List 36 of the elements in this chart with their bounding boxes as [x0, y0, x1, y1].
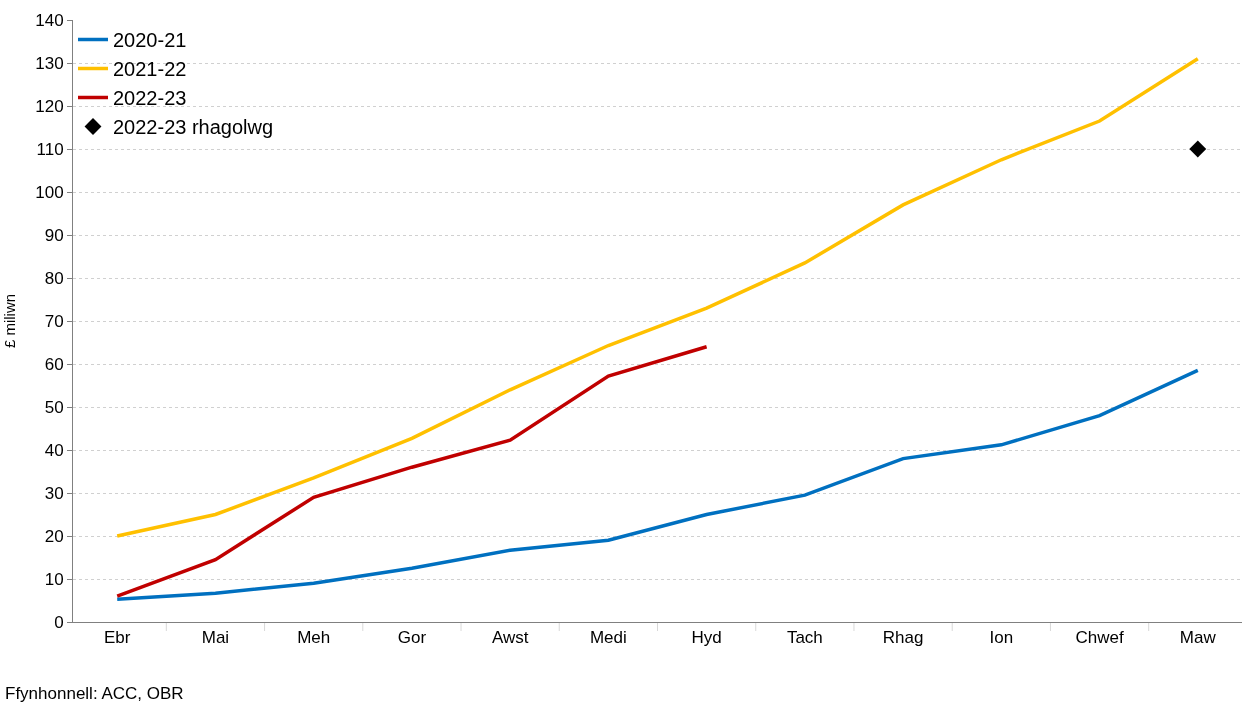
x-tick-label: Gor — [397, 628, 427, 648]
legend-label: 2020-21 — [113, 29, 187, 52]
y-tick-label: 80 — [44, 268, 64, 288]
y-tick-label: 120 — [35, 96, 64, 116]
line-series — [115, 368, 1200, 601]
line-series — [115, 56, 1200, 538]
y-tick-label: 100 — [35, 182, 64, 202]
x-tick-label: Meh — [297, 628, 331, 648]
y-tick-label: 30 — [44, 483, 64, 503]
y-tick-label: 10 — [44, 569, 64, 589]
y-axis-title: £ miliwn — [1, 293, 19, 349]
y-tick-label: 90 — [44, 225, 64, 245]
text: Ffynhonnell: ACC, OBR — [5, 684, 184, 702]
x-tick-label: Rhag — [882, 628, 924, 648]
x-tick-label: Tach — [786, 628, 823, 648]
y-tick-label: 0 — [54, 612, 64, 632]
x-tick-label: Awst — [491, 628, 529, 648]
x-tick-label: Mai — [201, 628, 230, 648]
y-tick-label: 140 — [35, 10, 64, 30]
x-tick-label: Ion — [989, 628, 1014, 648]
legend-label: 2022-23 rhagolwg — [113, 116, 274, 139]
legend-label: 2022-23 — [113, 87, 187, 110]
x-tick-label: Chwef — [1075, 628, 1124, 648]
line-series — [115, 345, 709, 598]
x-tick-label: Hyd — [691, 628, 722, 648]
y-tick-label: 50 — [44, 397, 64, 417]
x-tick-label: Medi — [589, 628, 627, 648]
x-tick-label: Ebr — [103, 628, 131, 648]
y-tick-label: 20 — [44, 526, 64, 546]
y-tick-label: 110 — [36, 139, 64, 159]
y-tick-label: 130 — [35, 53, 64, 73]
x-tick-label: Maw — [1179, 628, 1217, 648]
y-tick-label: 70 — [44, 311, 64, 331]
y-tick-label: 40 — [44, 440, 64, 460]
legend-label: 2021-22 — [113, 58, 187, 81]
y-tick-label: 60 — [44, 354, 64, 374]
